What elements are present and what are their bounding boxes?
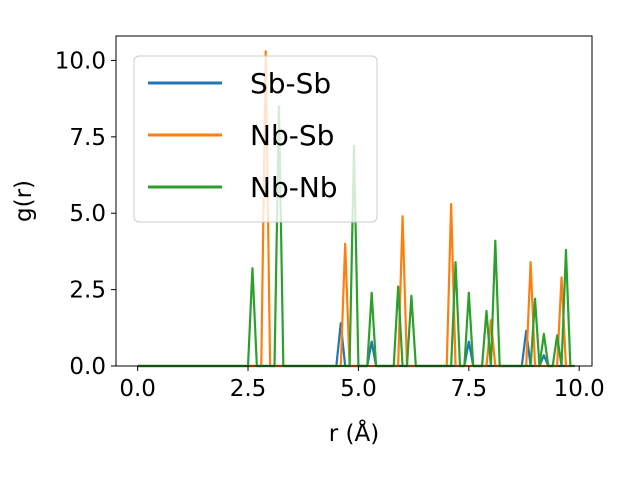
y-axis-label: g(r): [11, 180, 37, 222]
x-tick-label: 10.0: [554, 376, 605, 402]
y-tick-label: 2.5: [69, 278, 106, 304]
y-tick-label: 0.0: [69, 354, 106, 380]
y-tick-label: 10.0: [55, 48, 106, 74]
x-tick-label: 7.5: [451, 376, 488, 402]
x-tick-label: 2.5: [230, 376, 267, 402]
legend-label-nb-sb: Nb-Sb: [250, 119, 334, 152]
legend-label-nb-nb: Nb-Nb: [250, 171, 338, 204]
x-tick-label: 5.0: [340, 376, 377, 402]
y-tick-label: 5.0: [69, 201, 106, 227]
plot-frame: [115, 35, 593, 367]
legend-box: [133, 55, 378, 223]
x-tick-label: 0.0: [119, 376, 156, 402]
legend: Sb-Sb Nb-Sb Nb-Nb: [133, 55, 378, 223]
tick-layer: 0.0 2.5 5.0 7.5 10.0 0.0 2.5 5.0 7.5 10.0: [55, 48, 605, 402]
legend-label-sb-sb: Sb-Sb: [250, 67, 331, 100]
x-axis-label: r (Å): [329, 419, 379, 447]
y-tick-label: 7.5: [69, 125, 106, 151]
